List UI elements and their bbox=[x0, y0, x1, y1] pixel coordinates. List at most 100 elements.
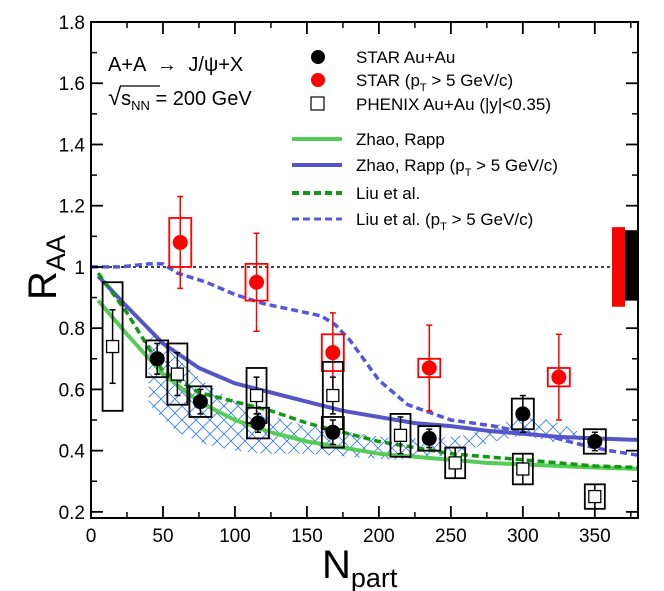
point-phenix-au-au-y-0-35 bbox=[101, 281, 124, 412]
point-star-au-au bbox=[188, 385, 213, 418]
marker-star-pt-5-gev-c bbox=[325, 345, 341, 361]
reaction-initial: A+A bbox=[108, 54, 147, 76]
x-tick-label: 200 bbox=[363, 526, 395, 547]
marker-phenix-au-au-y-0-35 bbox=[105, 339, 120, 354]
marker-phenix-au-au-y-0-35 bbox=[326, 388, 340, 403]
x-tick-label: 0 bbox=[86, 526, 97, 547]
legend-item-star: STAR Au+Au bbox=[311, 48, 455, 67]
y-tick-label: 1.4 bbox=[59, 135, 86, 156]
y-tick-labels: 0.2 0.4 0.6 0.8 1 1.2 1.4 1.6 1.8 bbox=[59, 13, 86, 524]
curve-zhao-rapp bbox=[96, 299, 638, 471]
sys-box-phenix-au-au-y-0-35 bbox=[321, 360, 344, 431]
point-phenix-au-au-y-0-35 bbox=[166, 342, 189, 406]
axis-ticks bbox=[90, 21, 638, 518]
point-star-pt-5-gev-c bbox=[168, 195, 193, 290]
x-tick-label: 100 bbox=[219, 526, 251, 547]
y-tick-label: 1.2 bbox=[59, 197, 85, 218]
curve-liu-et-al-pt-5-gev-c bbox=[91, 262, 638, 457]
y-tick-label: 0.6 bbox=[59, 380, 85, 401]
curve-liu-et-al bbox=[96, 272, 638, 470]
sys-box-star-au-au bbox=[582, 428, 607, 455]
legend-label-star: STAR Au+Au bbox=[356, 48, 455, 67]
marker-phenix-au-au-y-0-35 bbox=[588, 489, 602, 504]
marker-star-pt-5-gev-c bbox=[172, 234, 188, 250]
y-tick-label: 0.2 bbox=[59, 503, 85, 524]
point-phenix-au-au-y-0-35 bbox=[245, 367, 268, 424]
marker-phenix-au-au-y-0-35 bbox=[249, 388, 264, 403]
y-axis-title-sub: AA bbox=[41, 235, 71, 271]
band-area bbox=[148, 328, 581, 460]
legend-item-liu-hipt: Liu et al. (pT > 5 GeV/c) bbox=[292, 210, 533, 233]
y-tick-label: 1 bbox=[74, 258, 85, 279]
legend-item-phenix: PHENIX Au+Au (|y|<0.35) bbox=[310, 95, 551, 114]
sqrt-symbol: √ bbox=[108, 84, 122, 111]
norm-box-star-hipt bbox=[612, 227, 625, 307]
svg-text:A+A → J/ψ+X: A+A → J/ψ+X bbox=[108, 54, 243, 76]
point-phenix-au-au-y-0-35 bbox=[444, 446, 467, 480]
marker-star-au-au bbox=[421, 430, 437, 446]
legend-label-zhao-hipt: Zhao, Rapp (pT > 5 GeV/c) bbox=[356, 156, 558, 179]
sys-box-star-au-au bbox=[188, 385, 213, 418]
point-star-pt-5-gev-c bbox=[546, 333, 571, 421]
legend-item-liu: Liu et al. bbox=[292, 184, 420, 203]
y-axis-title-main: R bbox=[21, 271, 65, 300]
reaction-annotation: A+A → J/ψ+X √sNN = 200 GeV bbox=[108, 54, 252, 113]
legend-label-phenix: PHENIX Au+Au (|y|<0.35) bbox=[356, 95, 551, 114]
point-star-au-au bbox=[510, 394, 535, 434]
marker-star-au-au bbox=[192, 394, 208, 410]
legend-label-star-hipt: STAR (pT > 5 GeV/c) bbox=[356, 71, 513, 94]
marker-star-au-au bbox=[587, 433, 603, 449]
y-tick-label: 1.8 bbox=[59, 13, 85, 34]
point-phenix-au-au-y-0-35 bbox=[511, 452, 534, 486]
x-axis-title-sub: part bbox=[351, 563, 398, 591]
x-tick-label: 300 bbox=[507, 526, 539, 547]
norm-box-star bbox=[625, 230, 638, 301]
legend-marker-phenix bbox=[310, 96, 325, 111]
marker-star-au-au bbox=[515, 406, 531, 422]
reaction-arrow: → bbox=[157, 54, 177, 76]
y-axis-title: RAA bbox=[21, 235, 71, 300]
marker-star-au-au bbox=[149, 351, 165, 367]
reaction-final: J/ψ+X bbox=[188, 54, 243, 76]
y-tick-label: 0.8 bbox=[59, 319, 85, 340]
legend-item-zhao-hipt: Zhao, Rapp (pT > 5 GeV/c) bbox=[292, 156, 558, 179]
normalization-boxes bbox=[612, 227, 638, 307]
x-tick-label: 350 bbox=[579, 526, 611, 547]
legend-label-liu-hipt: Liu et al. (pT > 5 GeV/c) bbox=[356, 210, 533, 233]
legend-item-star-hipt: STAR (pT > 5 GeV/c) bbox=[311, 71, 513, 94]
legend-label-liu: Liu et al. bbox=[356, 184, 420, 203]
sys-box-phenix-au-au-y-0-35 bbox=[389, 413, 412, 458]
point-phenix-au-au-y-0-35 bbox=[583, 483, 606, 510]
sys-box-star-au-au bbox=[417, 425, 442, 452]
legend-marker-star-hipt bbox=[311, 73, 325, 87]
legend-marker-star bbox=[311, 50, 325, 64]
energy-variable: s bbox=[121, 88, 131, 110]
plot-frame bbox=[90, 21, 639, 519]
y-tick-label: 0.4 bbox=[59, 442, 86, 463]
x-tick-labels: 0 50 100 150 200 250 300 350 bbox=[86, 526, 611, 547]
energy-value: = 200 GeV bbox=[150, 88, 252, 110]
svg-text:√sNN = 200 GeV: √sNN = 200 GeV bbox=[108, 84, 252, 113]
sys-box-star-au-au bbox=[320, 416, 345, 449]
point-star-au-au bbox=[417, 425, 442, 452]
marker-star-au-au bbox=[325, 424, 341, 440]
x-axis-title-main: N bbox=[322, 543, 351, 587]
energy-variable-sub: NN bbox=[131, 98, 150, 113]
point-star-pt-5-gev-c bbox=[417, 324, 442, 412]
point-phenix-au-au-y-0-35 bbox=[321, 360, 344, 431]
model-curves bbox=[91, 262, 638, 471]
marker-star-pt-5-gev-c bbox=[421, 360, 437, 376]
point-star-au-au bbox=[582, 428, 607, 455]
x-axis-title: Npart bbox=[322, 543, 398, 591]
sys-box-phenix-au-au-y-0-35 bbox=[101, 281, 124, 412]
sys-box-phenix-au-au-y-0-35 bbox=[245, 367, 268, 424]
legend-item-zhao: Zhao, Rapp bbox=[292, 130, 445, 149]
marker-phenix-au-au-y-0-35 bbox=[448, 456, 462, 470]
x-tick-label: 150 bbox=[291, 526, 323, 547]
sys-box-phenix-au-au-y-0-35 bbox=[166, 342, 189, 406]
zhao-rapp-band bbox=[148, 328, 581, 460]
legend-label-zhao: Zhao, Rapp bbox=[356, 130, 445, 149]
y-tick-label: 1.6 bbox=[59, 74, 85, 95]
point-star-pt-5-gev-c bbox=[244, 232, 269, 332]
